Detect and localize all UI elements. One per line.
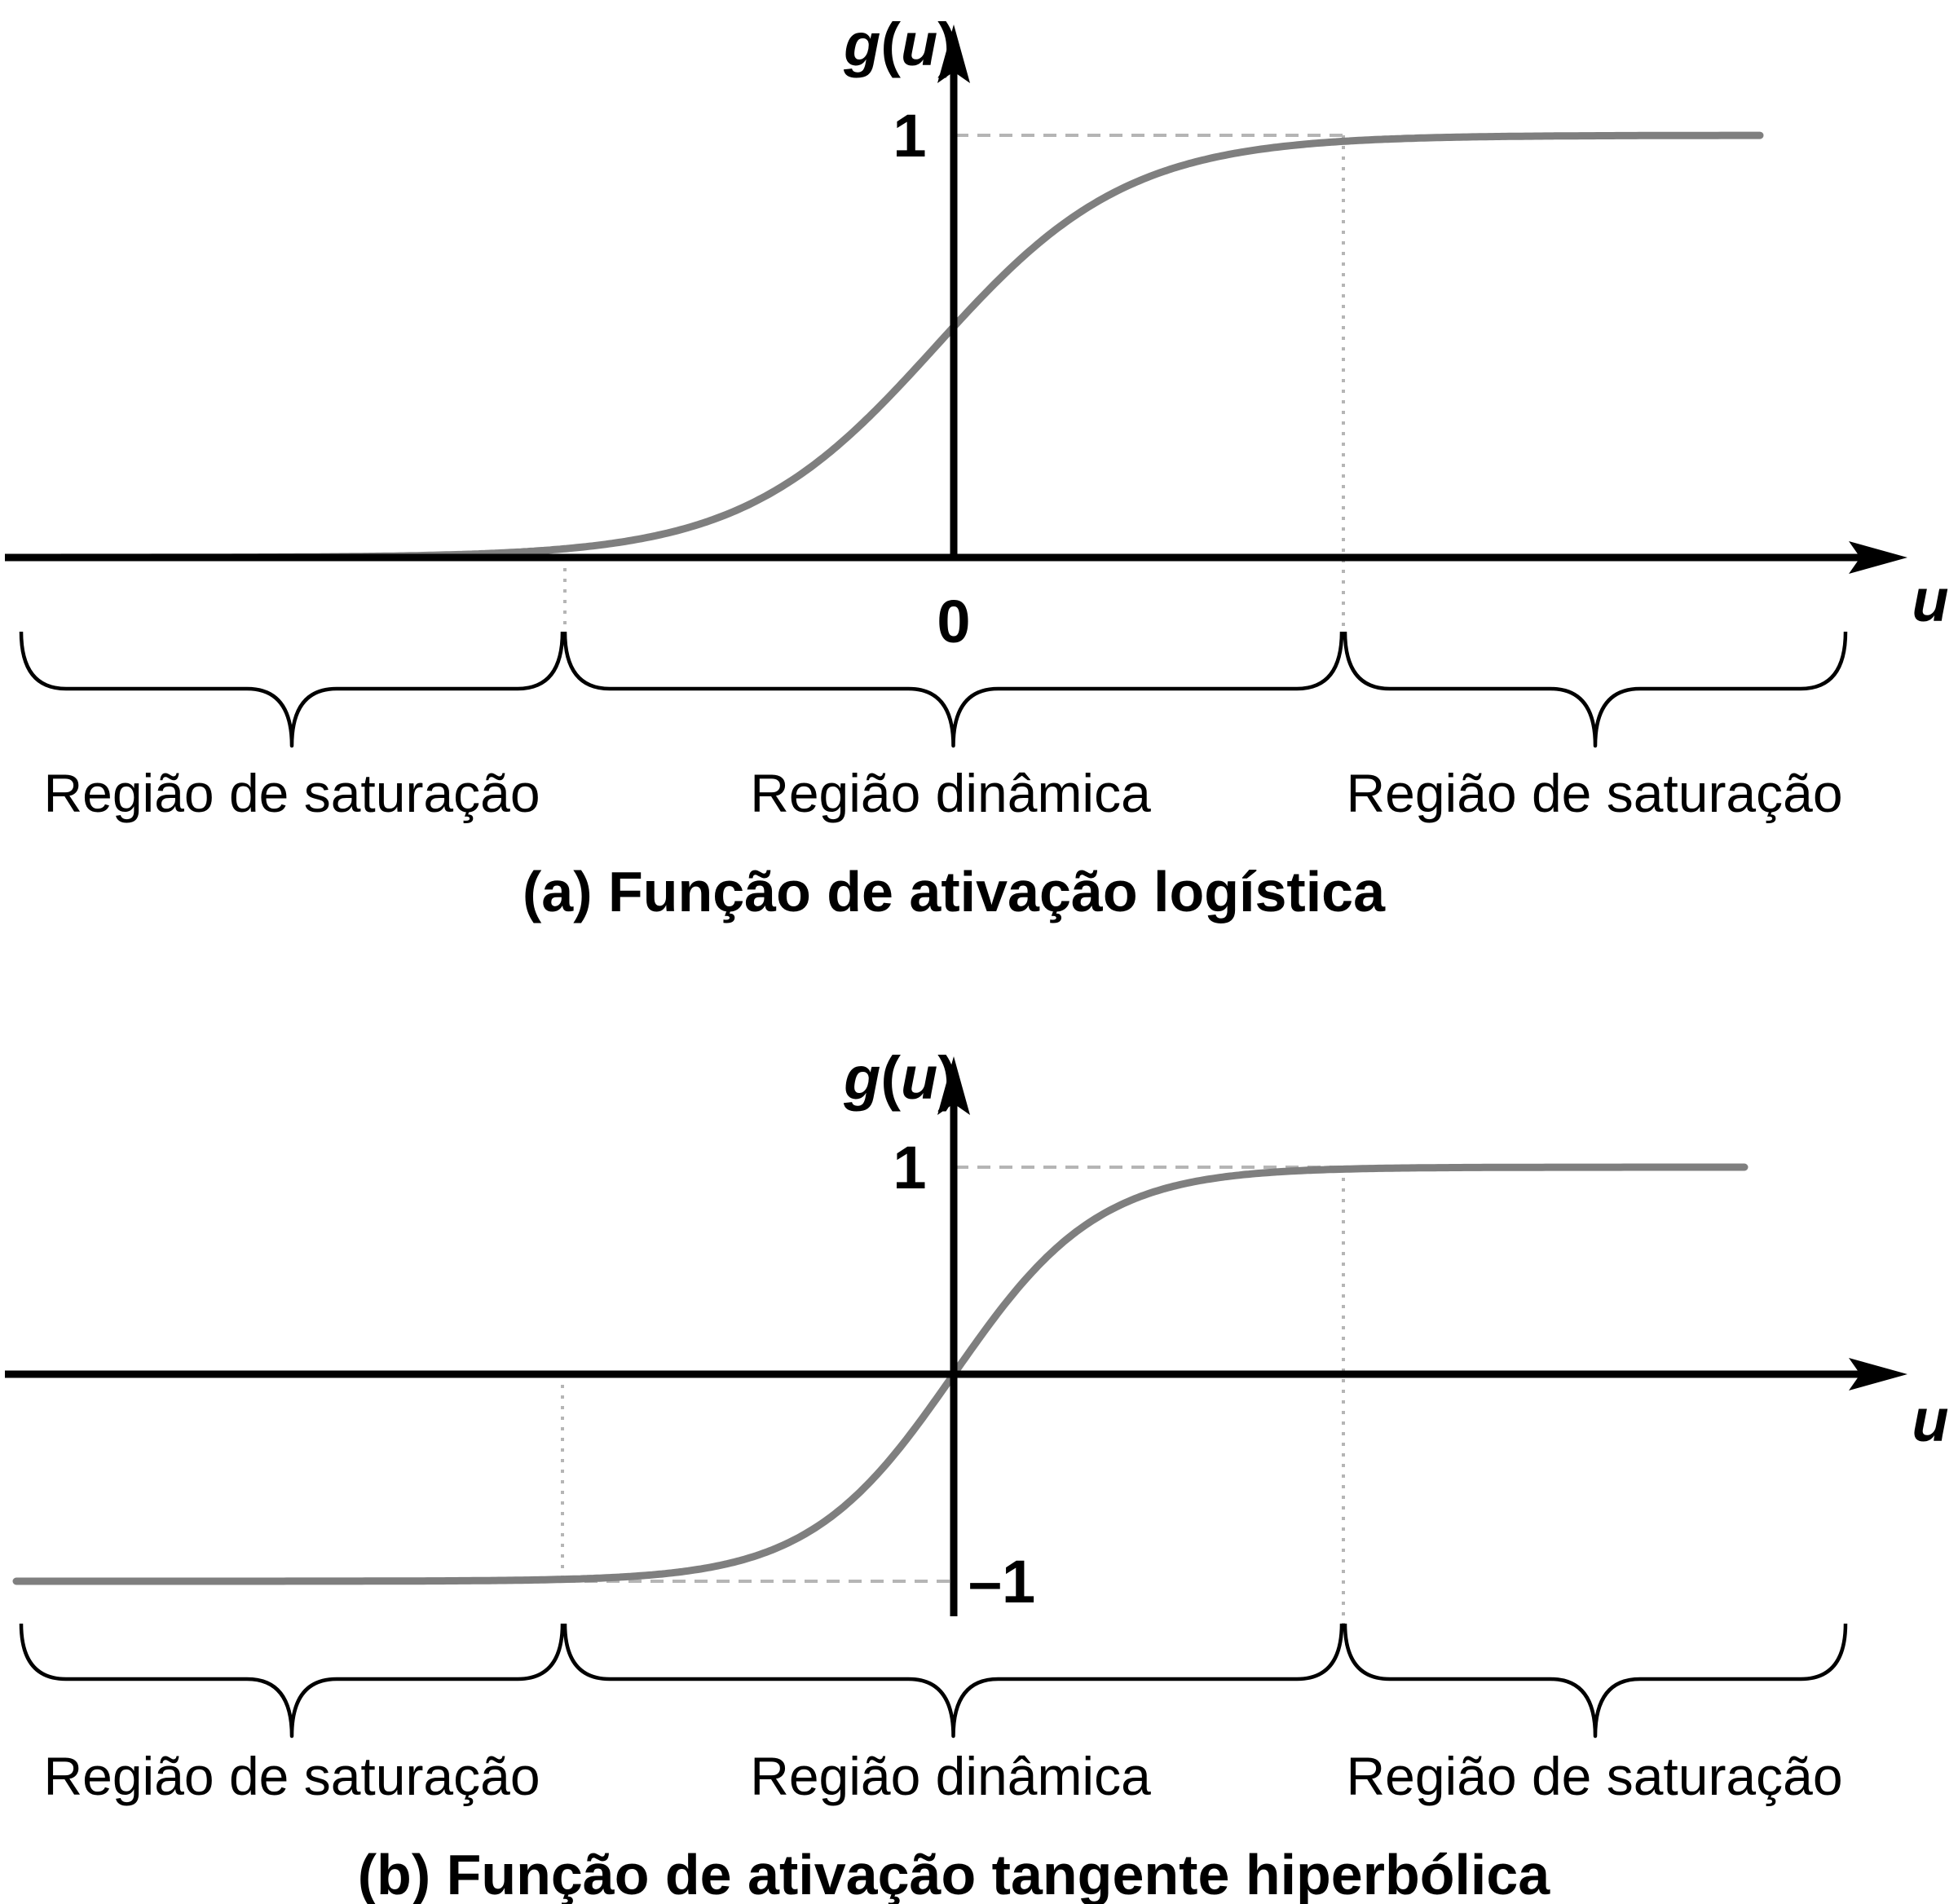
panel-b-x-axis-arrow	[1849, 1358, 1907, 1391]
panel-b-caption: (b) Função de ativação tangente hiperból…	[358, 1843, 1551, 1904]
panel-a-tick-1: 1	[893, 102, 926, 170]
panel-a-brace-middle	[562, 631, 1344, 748]
panel-b: g(u) u 1 –1 Região de saturação Região d…	[5, 1044, 1949, 1904]
panel-a-caption: (a) Função de ativação logística	[523, 860, 1386, 923]
panel-b-tanh-curve	[12, 1163, 1749, 1585]
panel-a: g(u) u 1 0 Região de saturação Região di…	[5, 11, 1949, 923]
panel-b-x-axis-label: u	[1912, 1386, 1948, 1454]
panel-a-region-middle-label: Região dinâmica	[750, 763, 1151, 823]
panel-b-brace-right	[1343, 1623, 1848, 1739]
panel-b-region-right-label: Região de saturação	[1346, 1746, 1842, 1806]
panel-b-region-left-label: Região de saturação	[43, 1746, 540, 1806]
panel-a-brace-right	[1343, 631, 1848, 748]
panel-a-brace-left	[19, 631, 565, 748]
panel-b-tick-1: 1	[893, 1134, 926, 1201]
panel-b-brace-left	[19, 1623, 565, 1739]
panel-a-x-axis-label: u	[1912, 566, 1948, 634]
panel-a-logistic-curve	[57, 131, 1764, 562]
panel-a-region-left-label: Região de saturação	[43, 763, 540, 823]
panel-b-y-axis-label: g(u)	[843, 1044, 958, 1112]
panel-b-tick-minus-1: –1	[968, 1548, 1035, 1615]
panel-a-region-right-label: Região de saturação	[1346, 763, 1842, 823]
panel-a-tick-0: 0	[937, 588, 970, 655]
panel-b-y-axis-arrow	[937, 1056, 970, 1115]
panel-b-brace-middle	[562, 1623, 1344, 1739]
panel-a-y-axis-arrow	[937, 24, 970, 83]
panel-a-y-axis-label: g(u)	[843, 11, 958, 78]
panel-a-x-axis-arrow	[1849, 541, 1907, 574]
panel-b-region-middle-label: Região dinâmica	[750, 1746, 1151, 1806]
